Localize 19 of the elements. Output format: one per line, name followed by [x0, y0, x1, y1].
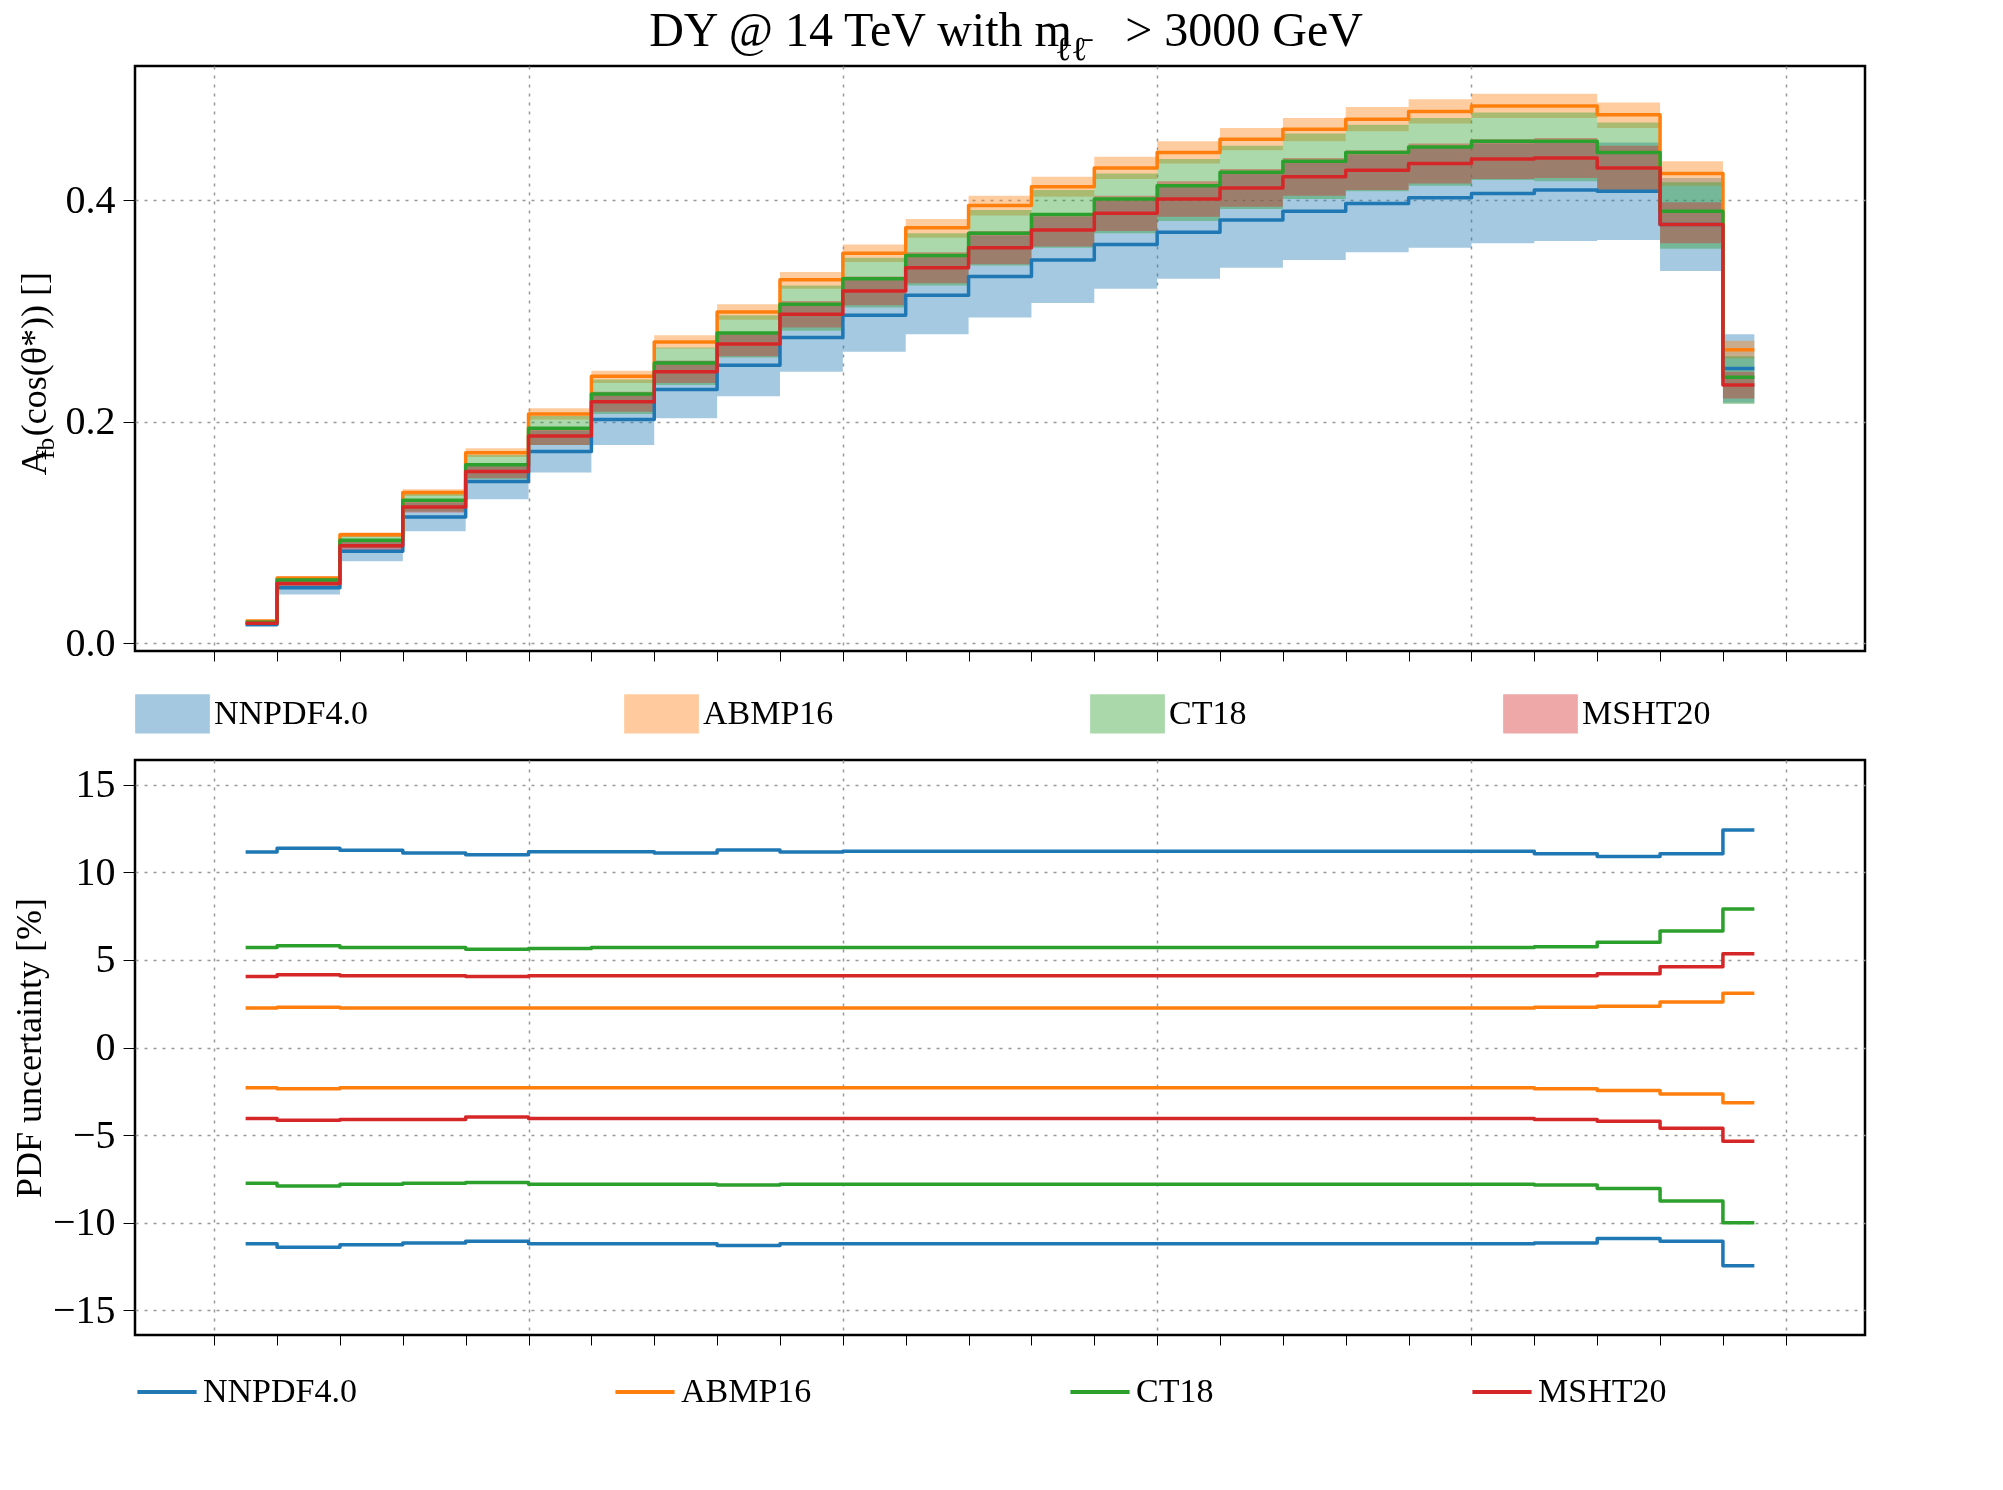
- y-tick-label: 0.2: [65, 398, 116, 444]
- y-tick-label: −10: [52, 1199, 116, 1245]
- y-tick-label: 5: [95, 936, 116, 982]
- legend-label: MSHT20: [1582, 693, 1711, 731]
- y-tick-label: −5: [72, 1111, 116, 1157]
- legend-label: ABMP16: [703, 693, 834, 731]
- legend-label: MSHT20: [1538, 1372, 1667, 1409]
- y-tick-label: −15: [52, 1286, 116, 1332]
- legend-label: NNPDF4.0: [214, 693, 368, 731]
- legend-label: CT18: [1136, 1372, 1214, 1409]
- legend-label: NNPDF4.0: [203, 1372, 357, 1409]
- legend-label: CT18: [1169, 693, 1247, 731]
- legend-label: ABMP16: [681, 1372, 812, 1409]
- y-tick-label: 0.4: [65, 176, 116, 222]
- y-axis-title: PDF uncertainty [%]: [8, 898, 49, 1198]
- y-tick-label: 0.0: [65, 619, 116, 665]
- y-tick-label: 15: [75, 761, 116, 807]
- y-tick-label: 10: [75, 848, 116, 894]
- y-tick-label: 0: [95, 1024, 116, 1069]
